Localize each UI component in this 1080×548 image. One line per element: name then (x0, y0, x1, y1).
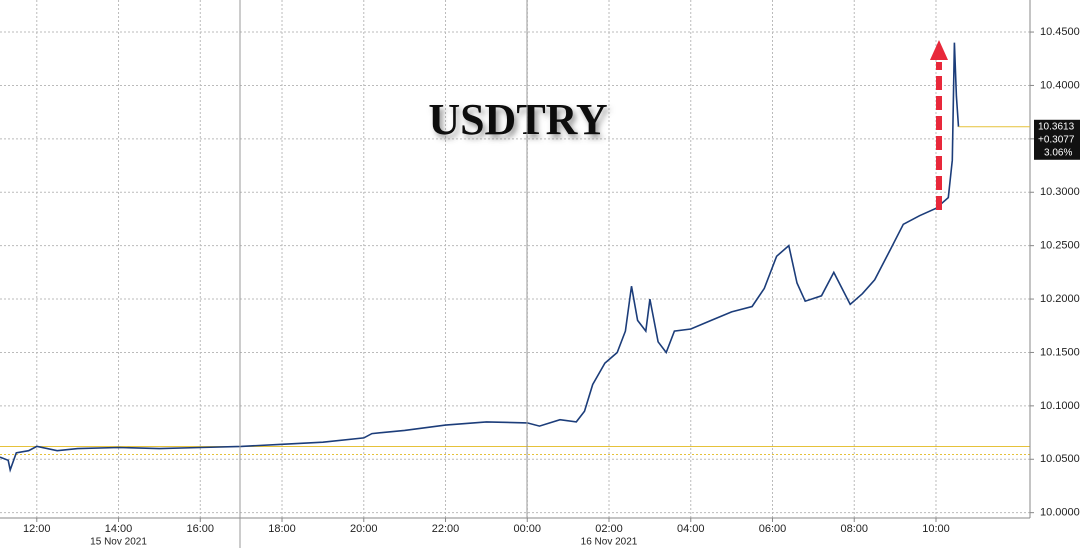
x-tick-label: 20:00 (350, 523, 378, 535)
x-tick-label: 16:00 (187, 523, 215, 535)
x-tick-label: 14:00 (105, 523, 133, 535)
x-tick-label: 10:00 (922, 523, 950, 535)
x-tick-label: 08:00 (840, 523, 868, 535)
x-tick-label: 12:00 (23, 523, 51, 535)
y-tick-label: 10.2000 (1040, 293, 1080, 305)
y-tick-label: 10.4500 (1040, 26, 1080, 38)
x-tick-label: 18:00 (268, 523, 296, 535)
y-tick-label: 10.1000 (1040, 400, 1080, 412)
x-tick-label: 02:00 (595, 523, 623, 535)
y-tick-label: 10.4000 (1040, 79, 1080, 91)
date-label: 15 Nov 2021 (90, 537, 147, 548)
y-tick-label: 10.0500 (1040, 453, 1080, 465)
y-tick-label: 10.0000 (1040, 507, 1080, 519)
price-line (0, 42, 960, 473)
change: +0.3077 (1038, 134, 1075, 145)
y-tick-label: 10.3000 (1040, 186, 1080, 198)
x-tick-label: 22:00 (432, 523, 460, 535)
date-label: 16 Nov 2021 (581, 537, 638, 548)
red-arrow (930, 40, 948, 210)
x-tick-label: 04:00 (677, 523, 705, 535)
chart-title: USDTRY (428, 95, 607, 144)
last-price-box (1034, 119, 1080, 160)
y-tick-label: 10.1500 (1040, 346, 1080, 358)
y-tick-label: 10.2500 (1040, 240, 1080, 252)
x-tick-label: 00:00 (513, 523, 541, 535)
change-pct: 3.06% (1044, 147, 1072, 158)
x-tick-label: 06:00 (759, 523, 787, 535)
last-price: 10.3613 (1038, 121, 1075, 132)
